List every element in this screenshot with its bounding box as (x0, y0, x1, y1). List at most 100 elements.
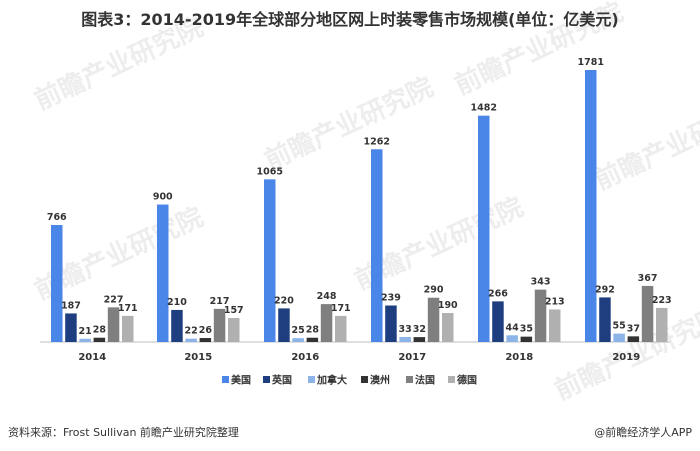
bar-2018-法国 (534, 289, 547, 342)
bar-2016-德国 (335, 315, 347, 342)
legend-swatch-澳州 (361, 376, 368, 383)
bar-2019-加拿大 (613, 333, 625, 342)
bar-2014-英国 (65, 313, 77, 342)
bar-2014-德国 (122, 315, 134, 342)
value-label-2015-美国: 900 (153, 192, 173, 203)
x-tick-2017: 2017 (398, 352, 426, 363)
legend-label-英国: 英国 (271, 374, 292, 387)
x-tick-2015: 2015 (184, 352, 212, 363)
brand-label: @前瞻经济学人APP (594, 425, 692, 439)
bar-2014-法国 (107, 307, 120, 342)
bar-2016-加拿大 (292, 338, 304, 342)
value-label-2015-澳州: 26 (199, 325, 213, 336)
bar-2019-美国 (585, 70, 597, 342)
bar-2016-澳州 (306, 337, 319, 342)
bar-2017-美国 (371, 149, 383, 342)
bar-2016-法国 (320, 304, 333, 342)
value-label-2016-美国: 1065 (257, 166, 283, 177)
legend-label-澳州: 澳州 (370, 374, 390, 387)
value-label-2016-法国: 248 (317, 291, 337, 302)
bar-2014-加拿大 (79, 338, 91, 342)
value-label-2017-英国: 239 (381, 292, 401, 303)
source-note: 资料来源：Frost Sullivan 前瞻产业研究院整理 (8, 425, 239, 439)
bar-2015-法国 (213, 308, 226, 342)
legend-swatch-英国 (263, 376, 270, 383)
bar-2017-澳州 (413, 337, 426, 342)
value-label-2019-澳州: 37 (627, 323, 640, 334)
value-label-2015-英国: 210 (167, 297, 187, 308)
bar-2019-澳州 (627, 336, 640, 342)
value-label-2018-法国: 343 (531, 277, 551, 288)
bar-2016-美国 (264, 179, 276, 342)
bar-2018-英国 (492, 301, 504, 342)
value-label-2015-德国: 157 (224, 305, 244, 316)
x-tick-labels: 2014 2015 2016 2017 2018 2019 (78, 352, 640, 363)
value-label-2019-加拿大: 55 (613, 321, 626, 332)
watermark-6: 前瞻产业研究院 (590, 91, 700, 196)
legend-label-加拿大: 加拿大 (316, 374, 347, 387)
value-label-2017-德国: 190 (438, 300, 458, 311)
bars (51, 70, 668, 342)
bar-2017-加拿大 (399, 336, 411, 342)
bar-2017-法国 (427, 297, 440, 342)
value-label-2018-德国: 213 (545, 296, 565, 307)
value-label-2017-澳州: 32 (413, 324, 426, 335)
value-label-2015-法国: 217 (210, 296, 230, 307)
legend-swatch-德国 (448, 376, 455, 383)
bar-2014-美国 (51, 225, 63, 342)
value-label-2019-美国: 1781 (578, 57, 604, 68)
bar-2018-德国 (549, 309, 561, 342)
legend-label-美国: 美国 (231, 374, 251, 387)
bar-2017-英国 (385, 305, 397, 342)
value-label-2017-加拿大: 33 (399, 324, 412, 335)
legend-label-法国: 法国 (415, 374, 435, 387)
x-tick-2016: 2016 (291, 352, 319, 363)
legend-swatch-法国 (406, 376, 413, 383)
value-label-2016-澳州: 28 (306, 325, 320, 336)
x-tick-2018: 2018 (505, 352, 533, 363)
value-label-2014-英国: 187 (61, 300, 81, 311)
value-label-2019-英国: 292 (595, 284, 615, 295)
value-label-2018-加拿大: 44 (506, 322, 520, 333)
bar-2015-德国 (228, 318, 240, 342)
value-label-2014-加拿大: 21 (79, 326, 92, 337)
bar-2018-美国 (478, 115, 490, 342)
value-label-2016-德国: 171 (331, 303, 351, 314)
bar-2017-德国 (442, 312, 454, 342)
value-label-2017-美国: 1262 (364, 136, 390, 147)
value-label-2014-美国: 766 (47, 212, 67, 223)
bar-2018-加拿大 (506, 335, 518, 342)
bar-2019-法国 (641, 285, 654, 342)
bar-2015-英国 (171, 309, 183, 342)
value-label-2014-法国: 227 (104, 294, 124, 305)
legend-label-德国: 德国 (456, 374, 477, 387)
bar-2015-加拿大 (185, 338, 197, 342)
value-label-2015-加拿大: 22 (185, 326, 198, 337)
bar-2019-英国 (599, 297, 611, 342)
value-label-2017-法国: 290 (424, 285, 444, 296)
bar-2014-澳州 (93, 337, 106, 342)
chart-title: 图表3：2014-2019年全球部分地区网上时装零售市场规模(单位：亿美元) (81, 10, 618, 29)
bar-2019-德国 (656, 307, 668, 342)
legend-swatch-加拿大 (308, 376, 315, 383)
value-label-2016-英国: 220 (274, 295, 294, 306)
legend-swatch-美国 (222, 376, 229, 383)
value-label-2018-英国: 266 (488, 288, 508, 299)
value-label-2014-德国: 171 (118, 303, 138, 314)
x-tick-2019: 2019 (612, 352, 640, 363)
value-label-2019-德国: 223 (652, 295, 672, 306)
bar-2018-澳州 (520, 336, 533, 342)
value-label-2019-法国: 367 (638, 273, 658, 284)
value-label-2018-美国: 1482 (471, 103, 497, 114)
watermark-1: 前瞻产业研究院 (260, 71, 438, 176)
bar-2015-澳州 (199, 338, 212, 342)
legend: 美国 英国 加拿大 澳州 法国 德国 (222, 374, 477, 387)
value-label-2016-加拿大: 25 (292, 325, 305, 336)
value-label-2014-澳州: 28 (93, 325, 107, 336)
bar-2016-英国 (278, 308, 290, 342)
bar-2015-美国 (157, 204, 169, 342)
value-label-2018-澳州: 35 (520, 324, 533, 335)
x-tick-2014: 2014 (78, 352, 106, 363)
